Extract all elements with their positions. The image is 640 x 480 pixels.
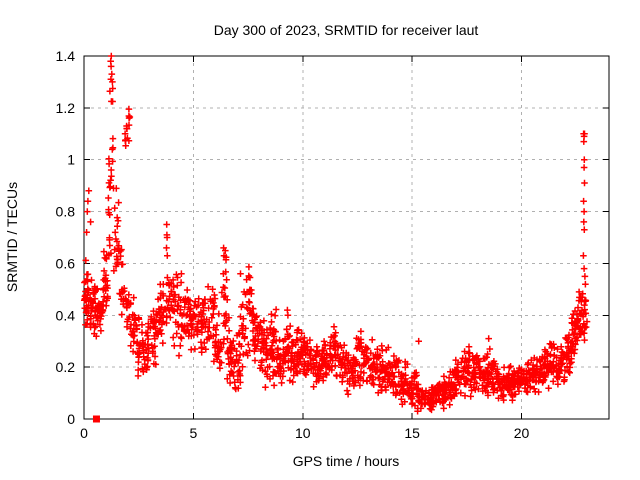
y-tick-label: 1	[67, 152, 75, 168]
y-tick-label: 1.2	[56, 100, 76, 116]
border-rect	[83, 55, 610, 420]
plot-border	[83, 55, 610, 420]
x-tick-label: 15	[404, 425, 420, 441]
scatter-points-path	[81, 52, 591, 415]
y-tick-label: 0.2	[56, 359, 76, 375]
x-tick-label: 20	[514, 425, 530, 441]
special-square-marker	[92, 415, 100, 423]
y-tick-label: 0.6	[56, 255, 76, 271]
x-tick-label: 0	[80, 425, 88, 441]
y-tick-label: 1.4	[56, 48, 76, 64]
y-axis-label: SRMTID / TECUs	[4, 182, 20, 292]
chart-title: Day 300 of 2023, SRMTID for receiver lau…	[214, 22, 479, 38]
x-tick-label: 10	[295, 425, 311, 441]
y-tick-label: 0.4	[56, 307, 76, 323]
x-axis-label: GPS time / hours	[293, 453, 400, 469]
y-tick-label: 0.8	[56, 204, 76, 220]
data-points	[81, 52, 591, 423]
tick-labels: 0 5 10 15 20 0 0.2 0.4 0.6 0.8 1 1.2 1.4	[56, 48, 530, 441]
x-tick-label: 5	[189, 425, 197, 441]
y-tick-label: 0	[67, 411, 75, 427]
